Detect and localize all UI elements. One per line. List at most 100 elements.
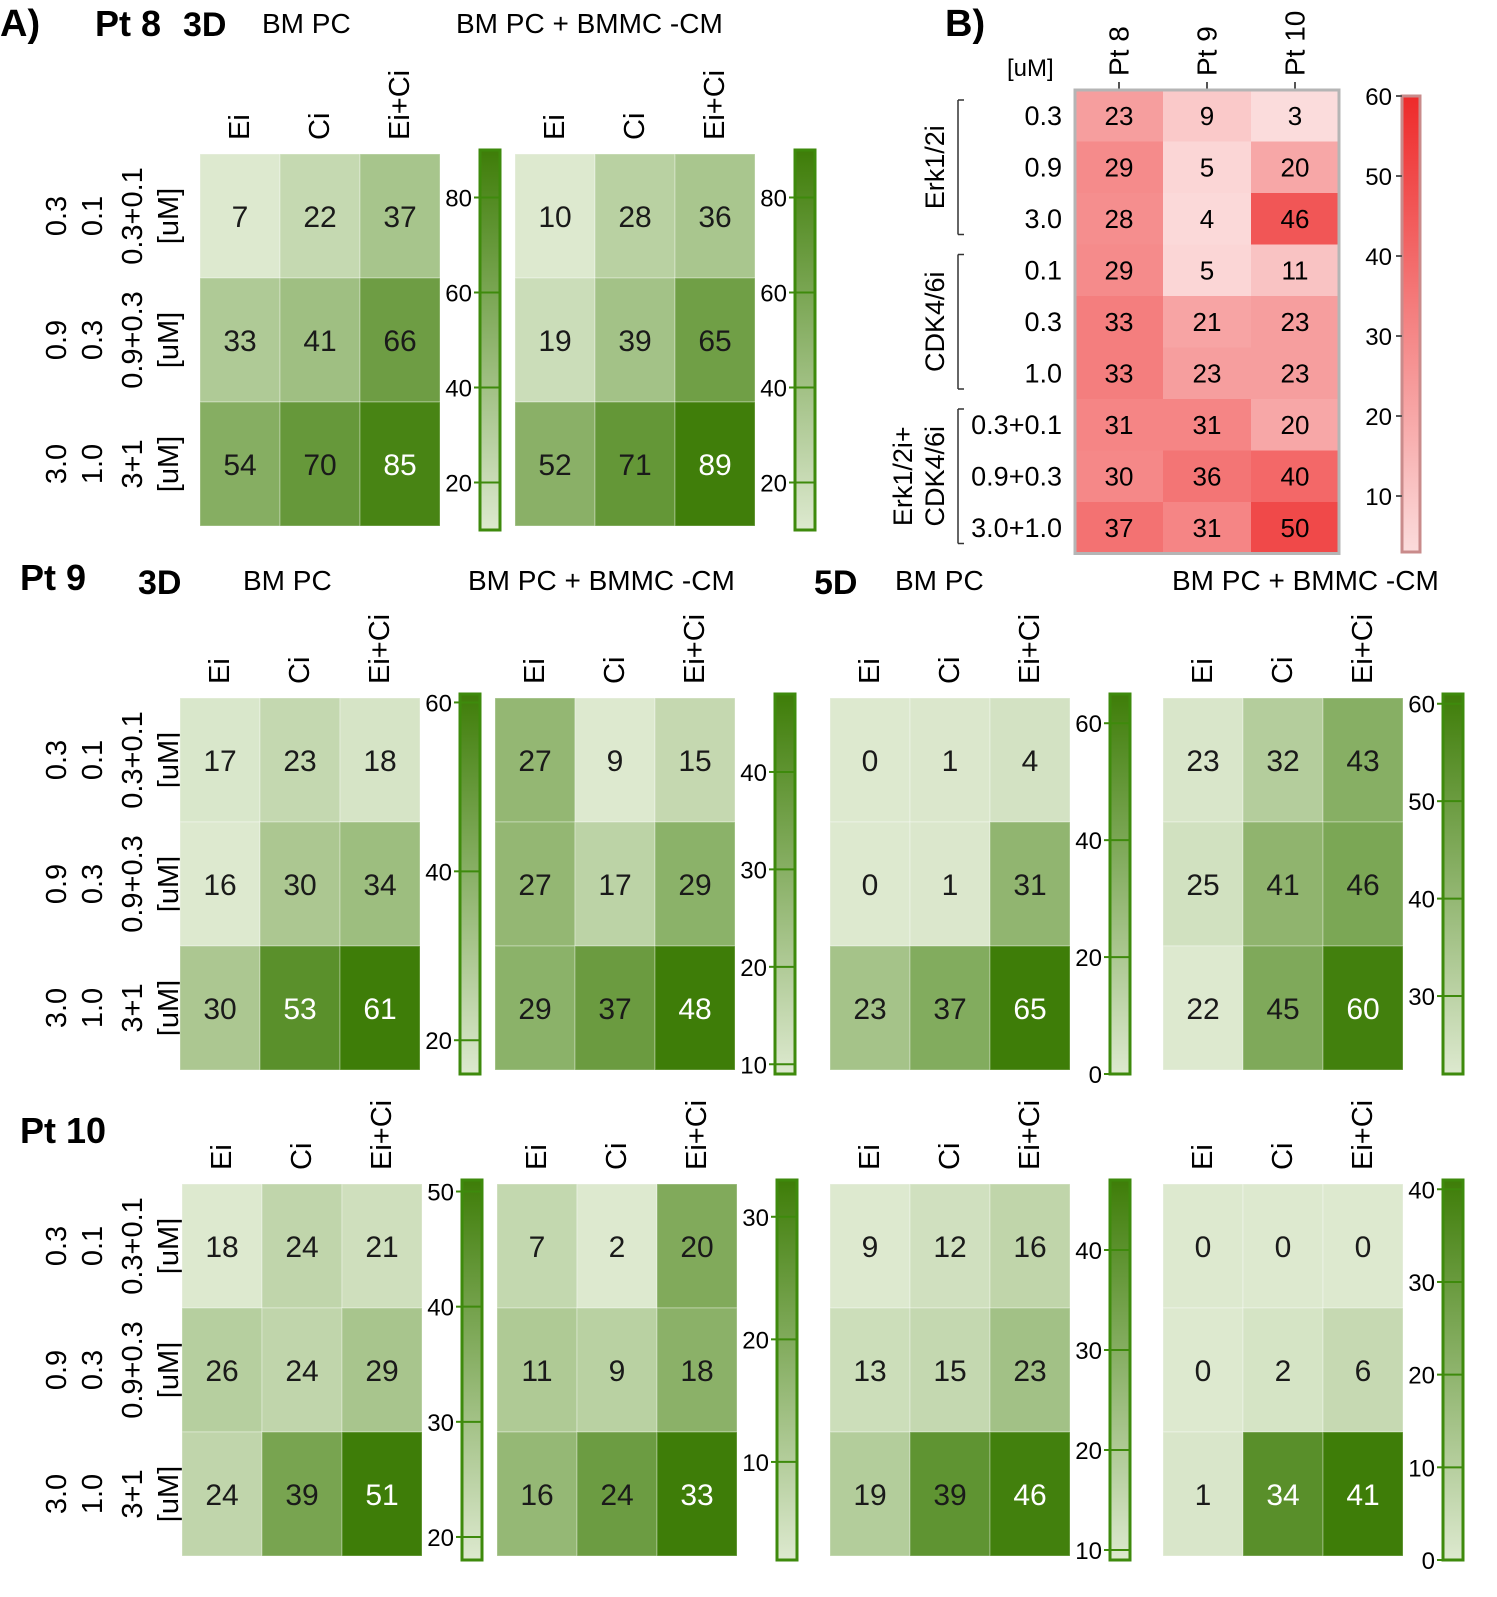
colorbar-tick-label: 20 (1408, 1363, 1435, 1390)
cell-value: 39 (618, 325, 651, 358)
heatmap-cell (909, 1431, 991, 1557)
column-header: Ci (1267, 1143, 1299, 1170)
group-label: CDK4/6i (920, 426, 950, 527)
cell-value: 31 (1193, 410, 1222, 440)
heatmap-cell (514, 401, 596, 527)
cell-value: 7 (232, 201, 249, 234)
row-label: 3+1 (117, 1469, 149, 1518)
heatmap-cell (1162, 945, 1244, 1071)
cell-value: 19 (538, 325, 571, 358)
colorbar-tick-label: 60 (1408, 692, 1435, 719)
cell-value: 1 (942, 745, 959, 778)
cell-value: 21 (365, 1231, 398, 1264)
heatmap-cell (674, 401, 756, 527)
column-header: Ci (1267, 657, 1299, 684)
cell-value: 32 (1266, 745, 1299, 778)
heatmap-cell (1163, 450, 1251, 502)
row-label: 0.3+0.1 (117, 1197, 149, 1295)
cell-value: 27 (518, 745, 551, 778)
heatmap-cell (339, 945, 421, 1071)
heatmap-cell (1162, 1431, 1244, 1557)
heatmap-cell (514, 277, 596, 403)
cell-value: 30 (1105, 461, 1134, 491)
cell-value: 46 (1013, 1479, 1046, 1512)
heatmap-cell (199, 401, 281, 527)
colorbar-tick-label: 20 (427, 1525, 454, 1552)
cell-value: 9 (609, 1355, 626, 1388)
heatmap-cell (656, 1183, 738, 1309)
group-label: Erk1/2i+ (888, 426, 918, 526)
colorbar-tick-label: 30 (1408, 984, 1435, 1011)
heatmap-cell (1163, 502, 1251, 554)
cell-value: 20 (1281, 410, 1310, 440)
colorbar-tick-label: 60 (1075, 711, 1102, 738)
cell-value: 12 (933, 1231, 966, 1264)
column-header: Ei+Ci (364, 614, 396, 684)
colorbar-tick-label: 30 (1365, 324, 1392, 351)
colorbar-tick-label: 10 (1365, 484, 1392, 511)
condition-label: BM PC (895, 565, 984, 596)
cell-value: 33 (1105, 307, 1134, 337)
row-label: [uM] (153, 188, 185, 244)
colorbar-tick-label: 20 (742, 1327, 769, 1354)
row-label: 0.9 (41, 864, 73, 904)
colorbar (478, 148, 502, 532)
row-label: 3.0 (41, 988, 73, 1028)
heatmap-cell (1322, 1183, 1404, 1309)
heatmap-pt9_5d_cm: Ei Ci Ei+Ci 23 32 43 25 41 46 22 45 60 30 40 50 60 (1162, 614, 1465, 1076)
row-label: 0.3+0.1 (117, 711, 149, 809)
cell-value: 9 (862, 1231, 879, 1264)
cell-value: 23 (1193, 358, 1222, 388)
heatmap-cell (181, 1307, 263, 1433)
column-header: Ei+Ci (699, 70, 731, 140)
cell-value: 0 (1355, 1231, 1372, 1264)
column-header: Ei (1187, 658, 1219, 684)
heatmap-cell (1251, 450, 1339, 502)
row-label: 0.3 (77, 1350, 109, 1390)
row-label: 0.3 (41, 740, 73, 780)
heatmap-pt10_3d_cm: Ei Ci Ei+Ci 7 2 20 11 9 18 16 24 33 10 20 30 (496, 1100, 799, 1562)
heatmap-cell (1242, 1307, 1324, 1433)
cell-value: 65 (698, 325, 731, 358)
heatmap-cell (359, 277, 441, 403)
column-header: Ei (854, 658, 886, 684)
cell-value: 46 (1281, 204, 1310, 234)
heatmap-cell (1242, 1183, 1324, 1309)
row-labels: 0.3 0.1 0.3+0.1 [uM]0.9 0.3 0.9+0.3 [uM]3.0 1.0… (41, 1197, 185, 1522)
row-label: [uM] (153, 436, 185, 492)
cell-value: 26 (205, 1355, 238, 1388)
colorbar-tick-label: 0 (1422, 1548, 1435, 1575)
row-label: 1.0 (77, 988, 109, 1028)
cell-value: 33 (1105, 358, 1134, 388)
cell-value: 5 (1200, 152, 1214, 182)
unit-label: [uM] (1007, 55, 1054, 82)
heatmap-cell (1251, 90, 1339, 142)
heatmap-cell (1075, 90, 1163, 142)
colorbar-tick-label: 20 (1075, 945, 1102, 972)
heatmap-cell (1075, 450, 1163, 502)
cell-value: 23 (1186, 745, 1219, 778)
colorbar-tick-label: 50 (1408, 789, 1435, 816)
heatmap-cell (674, 153, 756, 279)
colorbar-tick-label: 30 (742, 1205, 769, 1232)
cell-value: 6 (1355, 1355, 1372, 1388)
column-header: Ci (286, 1143, 318, 1170)
colorbar-tick-label: 30 (1408, 1270, 1435, 1297)
row-label: 3+1 (117, 983, 149, 1032)
row-label: 1.0 (77, 1474, 109, 1514)
column-header: Pt 10 (1280, 11, 1311, 76)
row-label: 1.0 (77, 444, 109, 484)
column-header: Ei+Ci (1347, 614, 1379, 684)
cell-value: 18 (205, 1231, 238, 1264)
cell-value: 1 (942, 869, 959, 902)
row-label: 3.0 (1024, 204, 1062, 234)
column-header: Ei+Ci (1014, 614, 1046, 684)
cell-value: 36 (698, 201, 731, 234)
cell-value: 25 (1186, 869, 1219, 902)
cell-value: 33 (680, 1479, 713, 1512)
colorbar-tick-label: 20 (1365, 404, 1392, 431)
cell-value: 29 (1105, 255, 1134, 285)
heatmap-cell (259, 821, 341, 947)
column-header: Ci (599, 657, 631, 684)
